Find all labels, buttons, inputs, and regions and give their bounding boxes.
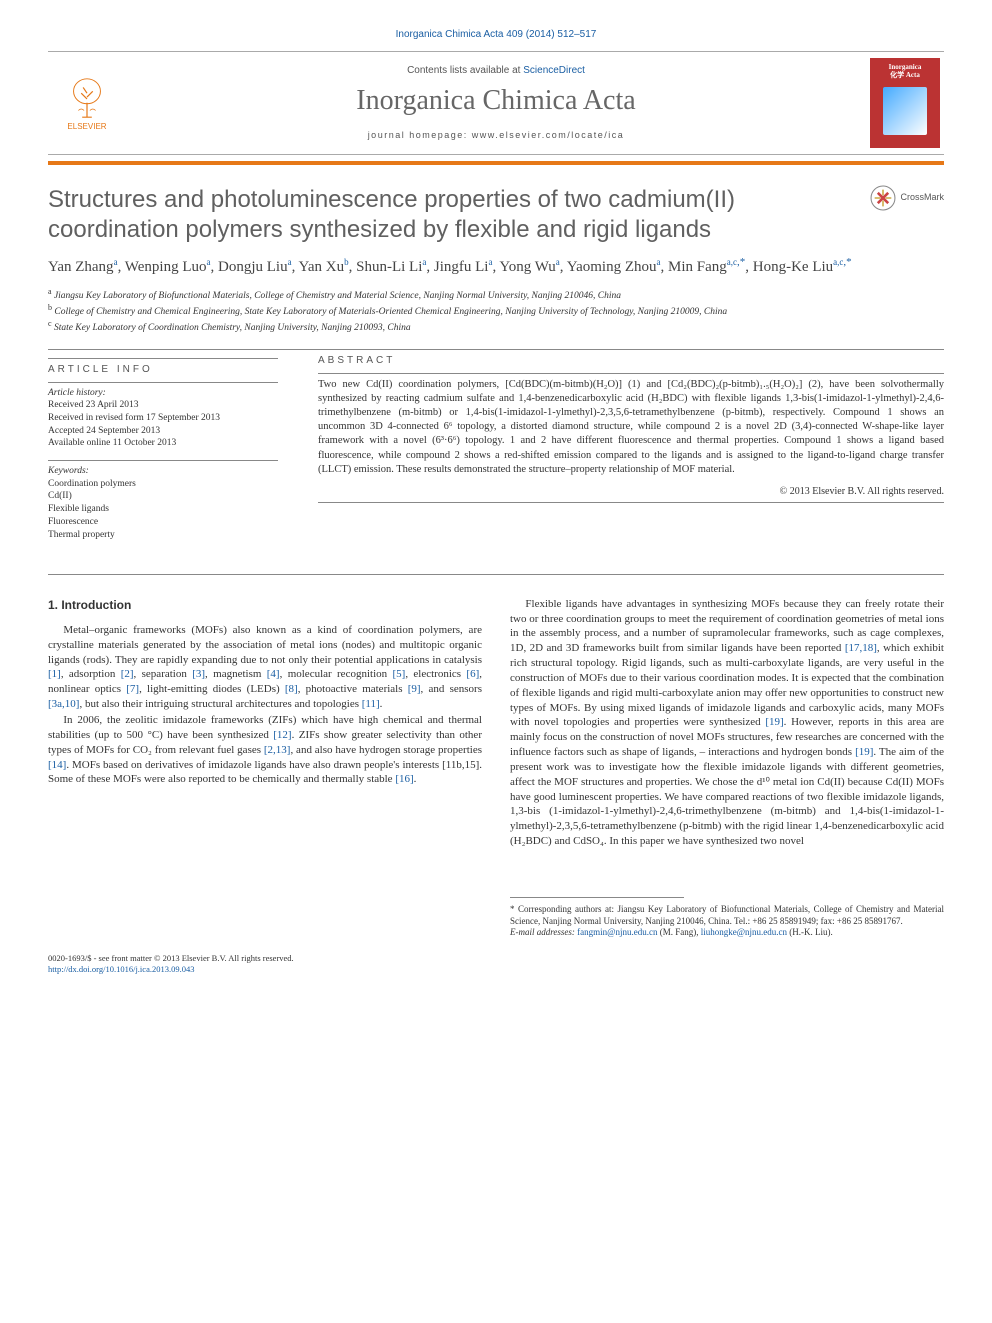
hr-info-mid <box>48 382 278 383</box>
homepage-prefix: journal homepage: <box>368 130 472 140</box>
corr-email-1[interactable]: fangmin@njnu.edu.cn <box>577 927 657 937</box>
author: Hong-Ke Liua,c,* <box>753 259 852 275</box>
email2-who: (H.-K. Liu). <box>787 927 833 937</box>
orange-accent-bar <box>48 161 944 165</box>
footer-doi-link[interactable]: http://dx.doi.org/10.1016/j.ica.2013.09.… <box>48 964 194 974</box>
page-footer: 0020-1693/$ - see front matter © 2013 El… <box>48 953 944 975</box>
banner-center: Contents lists available at ScienceDirec… <box>122 64 870 141</box>
author: Yong Wua <box>499 259 559 275</box>
keyword-lines: Coordination polymersCd(II)Flexible liga… <box>48 478 278 542</box>
article-title: Structures and photoluminescence propert… <box>48 185 858 245</box>
history-head: Article history: <box>48 387 278 399</box>
keyword: Thermal property <box>48 529 278 542</box>
hr-info-top <box>48 358 278 359</box>
corr-email-2[interactable]: liuhongke@njnu.edu.cn <box>701 927 787 937</box>
keyword: Fluorescence <box>48 516 278 529</box>
abstract-column: ABSTRACT Two new Cd(II) coordination pol… <box>318 354 944 552</box>
author: Shun-Li Lia <box>356 259 426 275</box>
abstract-copyright: © 2013 Elsevier B.V. All rights reserved… <box>318 485 944 498</box>
hr-below-meta <box>48 574 944 575</box>
hr-abstract-bottom <box>318 502 944 503</box>
crossmark-icon <box>870 185 896 211</box>
cover-title-2: 化学 Acta <box>890 72 920 80</box>
author: Min Fanga,c,* <box>668 259 745 275</box>
article-info-heading: ARTICLE INFO <box>48 363 278 376</box>
footnote-separator <box>510 897 684 898</box>
homepage-url[interactable]: www.elsevier.com/locate/ica <box>472 130 625 140</box>
hr-abstract-top <box>318 373 944 374</box>
footnotes: * Corresponding authors at: Jiangsu Key … <box>510 904 944 939</box>
author: Yaoming Zhoua <box>567 259 661 275</box>
author-list: Yan Zhanga, Wenping Luoa, Dongju Liua, Y… <box>48 255 944 279</box>
body-paragraph: In 2006, the zeolitic imidazole framewor… <box>48 713 482 787</box>
elsevier-tree-icon <box>63 74 111 122</box>
article-info-column: ARTICLE INFO Article history: Received 2… <box>48 354 278 552</box>
journal-cover-thumb: Inorganica 化学 Acta <box>870 58 940 148</box>
affiliation: c State Key Laboratory of Coordination C… <box>48 319 944 335</box>
history-line: Received in revised form 17 September 20… <box>48 412 278 425</box>
body-paragraph: Metal–organic frameworks (MOFs) also kno… <box>48 623 482 712</box>
affiliation: b College of Chemistry and Chemical Engi… <box>48 303 944 319</box>
keyword: Coordination polymers <box>48 478 278 491</box>
elsevier-logo: ELSEVIER <box>52 74 122 132</box>
affiliation-list: a Jiangsu Key Laboratory of Biofunctiona… <box>48 287 944 335</box>
footer-front-matter: 0020-1693/$ - see front matter © 2013 El… <box>48 953 294 964</box>
abstract-heading: ABSTRACT <box>318 354 944 367</box>
homepage-line: journal homepage: www.elsevier.com/locat… <box>122 130 870 142</box>
sciencedirect-link[interactable]: ScienceDirect <box>523 65 585 76</box>
crossmark-label: CrossMark <box>900 192 944 204</box>
affiliation: a Jiangsu Key Laboratory of Biofunctiona… <box>48 287 944 303</box>
author: Yan Xub <box>299 259 349 275</box>
email1-who: (M. Fang), <box>657 927 700 937</box>
section-heading-intro: 1. Introduction <box>48 597 482 613</box>
keywords-head: Keywords: <box>48 465 278 477</box>
crossmark-badge[interactable]: CrossMark <box>870 185 944 211</box>
author: Jingfu Lia <box>434 259 493 275</box>
publisher-name: ELSEVIER <box>67 122 106 132</box>
history-line: Received 23 April 2013 <box>48 399 278 412</box>
journal-banner: ELSEVIER Contents lists available at Sci… <box>48 51 944 155</box>
article-citation: Inorganica Chimica Acta 409 (2014) 512–5… <box>48 28 944 41</box>
keyword: Flexible ligands <box>48 503 278 516</box>
author: Yan Zhanga <box>48 259 118 275</box>
email-line: E-mail addresses: fangmin@njnu.edu.cn (M… <box>510 927 944 939</box>
abstract-text: Two new Cd(II) coordination polymers, [C… <box>318 378 944 477</box>
cover-art <box>883 87 927 135</box>
author: Dongju Liua <box>218 259 292 275</box>
body-columns: 1. Introduction Metal–organic frameworks… <box>48 597 944 939</box>
journal-title: Inorganica Chimica Acta <box>122 83 870 119</box>
history-line: Available online 11 October 2013 <box>48 437 278 450</box>
contents-line: Contents lists available at ScienceDirec… <box>122 64 870 77</box>
history-line: Accepted 24 September 2013 <box>48 425 278 438</box>
history-lines: Received 23 April 2013Received in revise… <box>48 399 278 450</box>
corresponding-author-note: * Corresponding authors at: Jiangsu Key … <box>510 904 944 927</box>
author: Wenping Luoa <box>125 259 211 275</box>
hr-info-kw <box>48 460 278 461</box>
emails-prefix: E-mail addresses: <box>510 927 577 937</box>
hr-above-meta <box>48 349 944 350</box>
body-paragraph: Flexible ligands have advantages in synt… <box>510 597 944 849</box>
keyword: Cd(II) <box>48 490 278 503</box>
contents-prefix: Contents lists available at <box>407 65 523 76</box>
